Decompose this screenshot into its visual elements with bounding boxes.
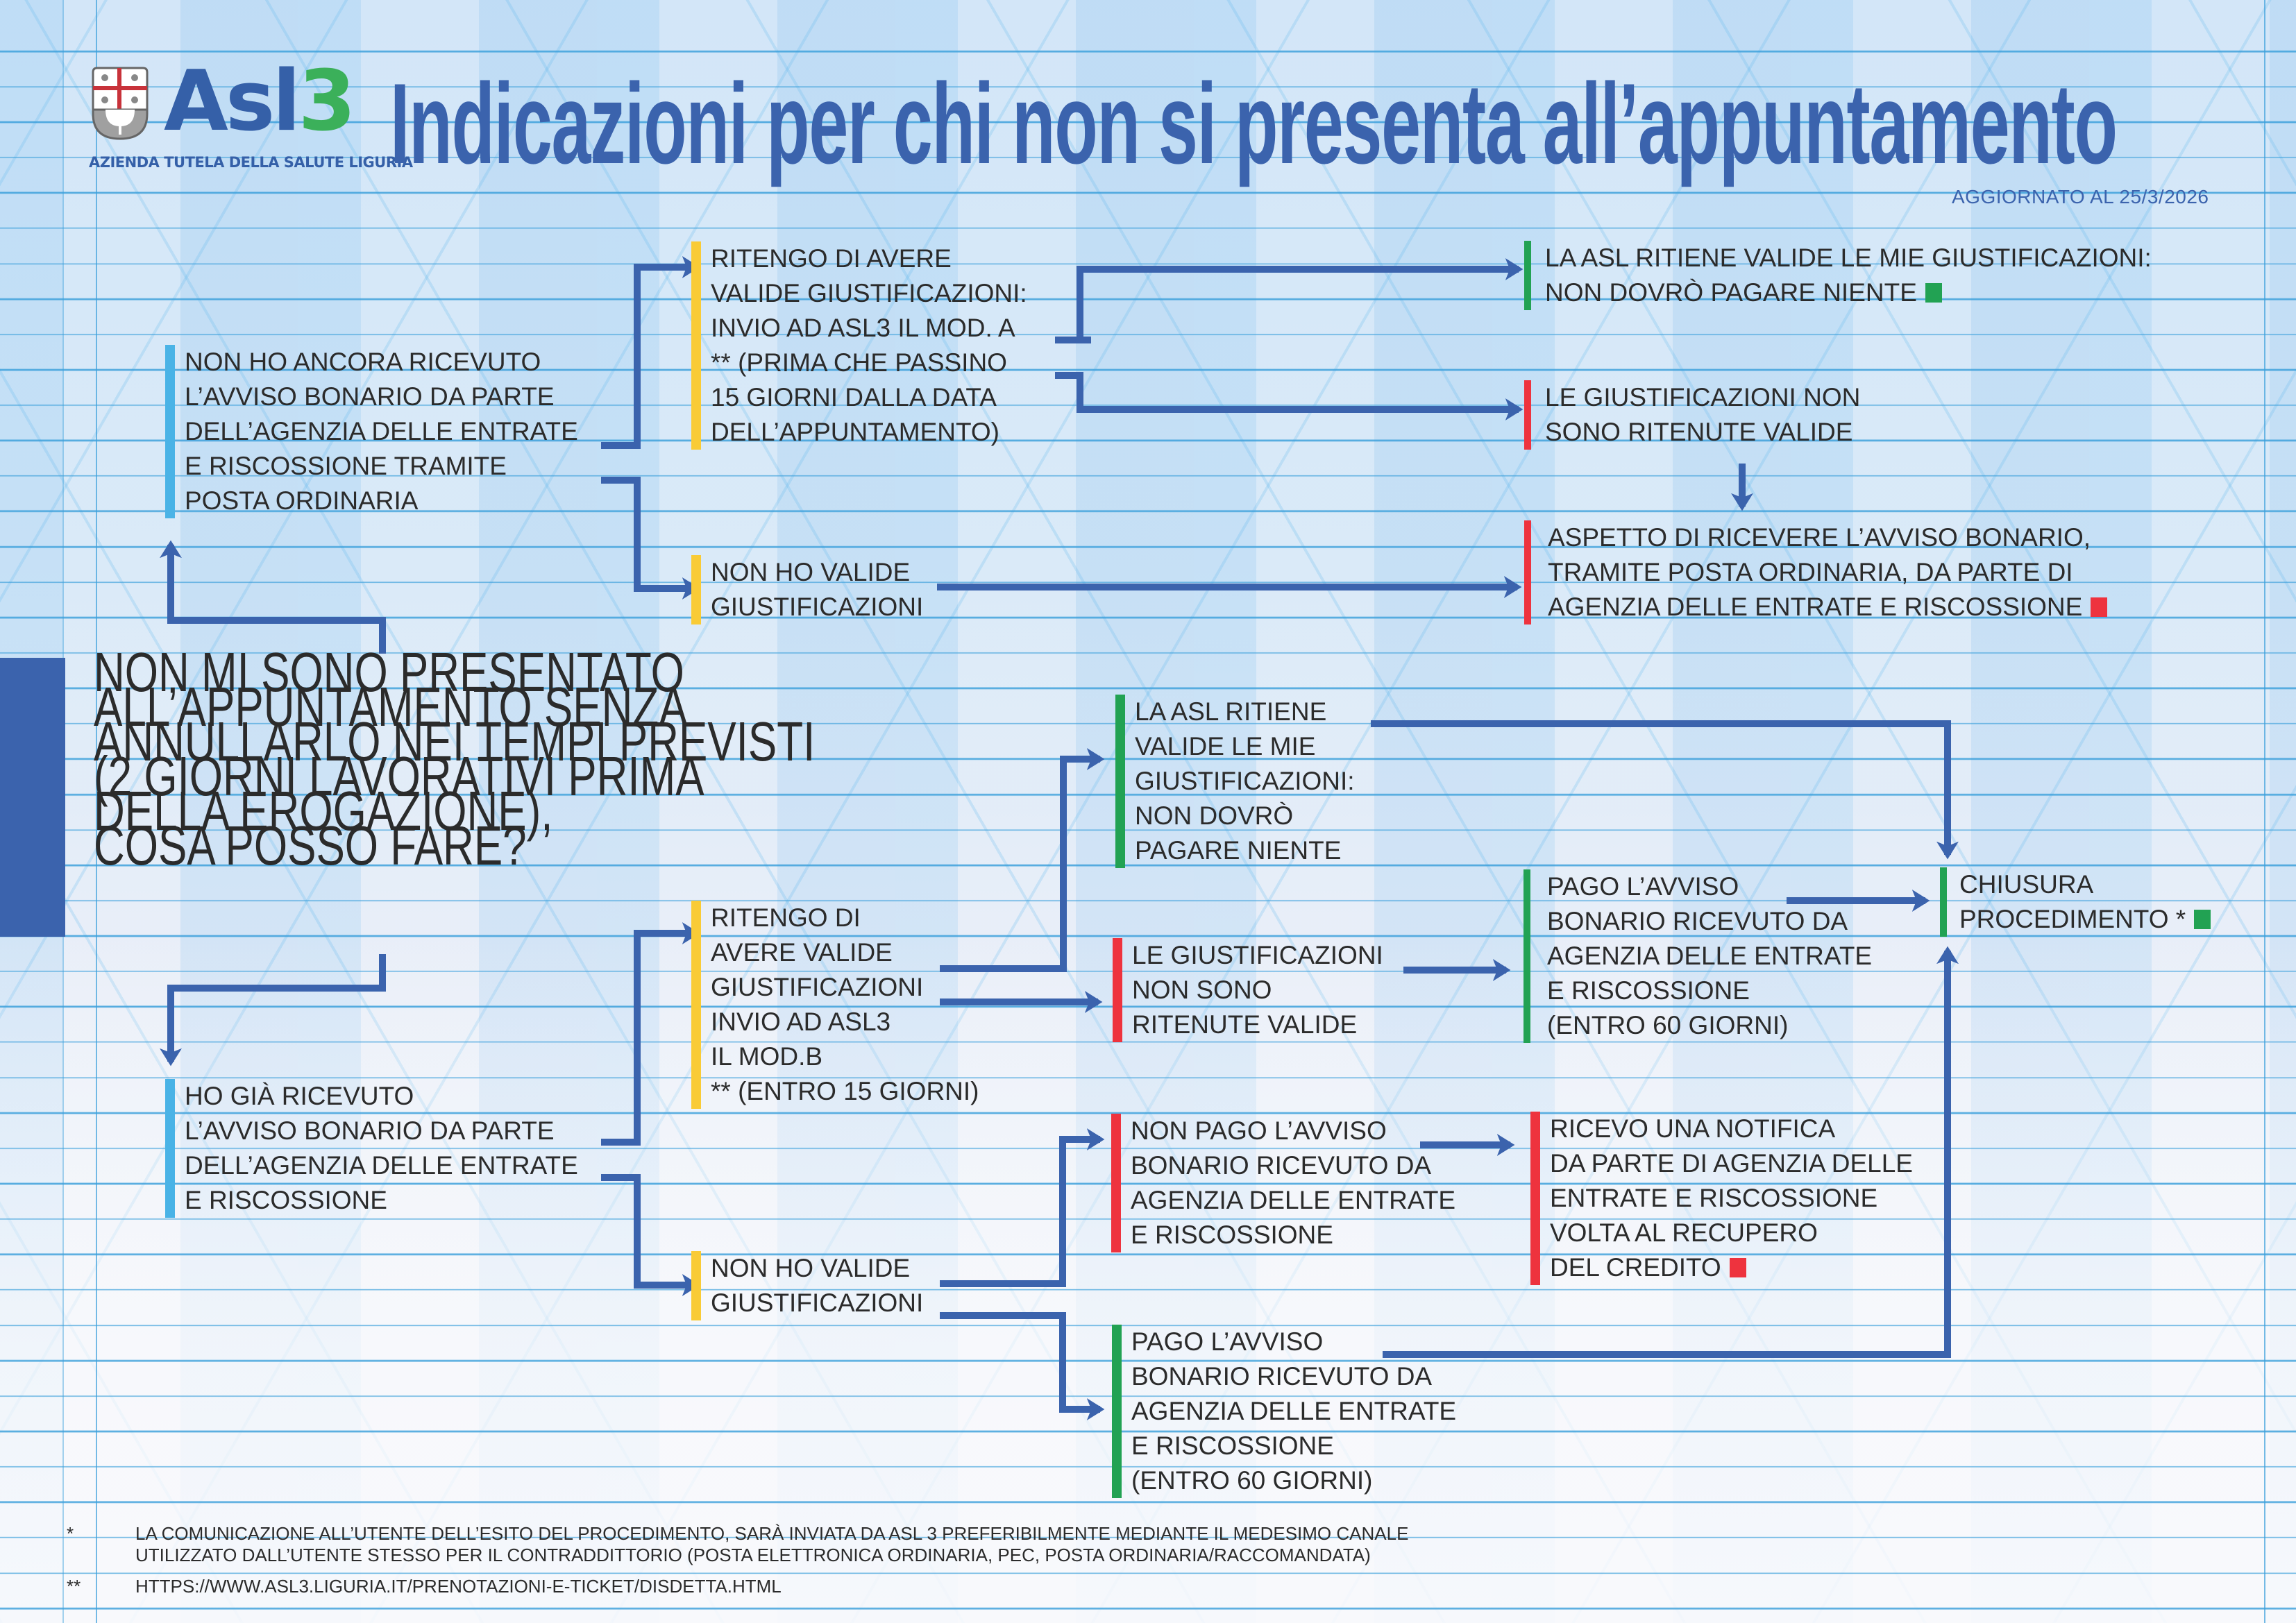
brand-wordmark: Asl3 xyxy=(164,53,356,150)
end-marker-green xyxy=(1925,283,1942,303)
end-marker-red xyxy=(2091,597,2108,617)
top-start-box: NON HO ANCORA RICEVUTO L’AVVISO BONARIO … xyxy=(165,345,578,518)
bottom-not-valid-box: NON HO VALIDE GIUSTIFICAZIONI xyxy=(691,1251,923,1320)
end-marker-red xyxy=(1729,1258,1746,1277)
top-asl-accepts-box: LA ASL RITIENE VALIDE LE MIE GIUSTIFICAZ… xyxy=(1524,241,2152,310)
end-marker-green xyxy=(2194,910,2211,929)
bottom-dont-pay-box: NON PAGO L’AVVISO BONARIO RICEVUTO DA AG… xyxy=(1111,1114,1455,1252)
top-await-notice-box: ASPETTO DI RICEVERE L’AVVISO BONARIO, TR… xyxy=(1524,520,2108,624)
asl3-logo: Asl3 AZIENDA TUTELA DELLA SALUTE LIGURIA xyxy=(89,57,413,171)
margin-line xyxy=(96,0,97,1623)
liguria-crest-icon xyxy=(92,67,149,140)
margin-line xyxy=(2264,0,2265,1623)
question-accent-block xyxy=(0,658,65,937)
disdetta-link[interactable]: HTTPS://WWW.ASL3.LIGURIA.IT/PRENOTAZIONI… xyxy=(135,1576,782,1597)
bottom-start-box: HO GIÀ RICEVUTO L’AVVISO BONARIO DA PART… xyxy=(165,1079,578,1218)
bottom-pay-direct-box: PAGO L’AVVISO BONARIO RICEVUTO DA AGENZI… xyxy=(1112,1325,1456,1498)
top-not-valid-box: NON HO VALIDE GIUSTIFICAZIONI xyxy=(691,555,923,624)
top-valid-box: RITENGO DI AVERE VALIDE GIUSTIFICAZIONI:… xyxy=(691,241,1027,450)
bottom-pay-after-reject-box: PAGO L’AVVISO BONARIO RICEVUTO DA AGENZI… xyxy=(1523,869,1872,1043)
bottom-valid-box: RITENGO DI AVERE VALIDE GIUSTIFICAZIONI … xyxy=(691,901,979,1109)
main-question: NON MI SONO PRESENTATO ALL’APPUNTAMENTO … xyxy=(94,642,816,877)
updated-date: AGGIORNATO AL 25/3/2026 xyxy=(1952,186,2209,207)
brand-subtitle: AZIENDA TUTELA DELLA SALUTE LIGURIA xyxy=(89,154,413,171)
credit-recovery-box: RICEVO UNA NOTIFICA DA PARTE DI AGENZIA … xyxy=(1530,1112,1913,1285)
closure-procedure-box: CHIUSURA PROCEDIMENTO * xyxy=(1940,867,2211,937)
bottom-asl-accepts-box: LA ASL RITIENE VALIDE LE MIE GIUSTIFICAZ… xyxy=(1115,695,1355,868)
top-asl-rejects-box: LE GIUSTIFICAZIONI NON SONO RITENUTE VAL… xyxy=(1524,380,1860,450)
bottom-asl-rejects-box: LE GIUSTIFICAZIONI NON SONO RITENUTE VAL… xyxy=(1113,938,1383,1042)
page-title: Indicazioni per chi non si presenta all’… xyxy=(390,60,2118,187)
